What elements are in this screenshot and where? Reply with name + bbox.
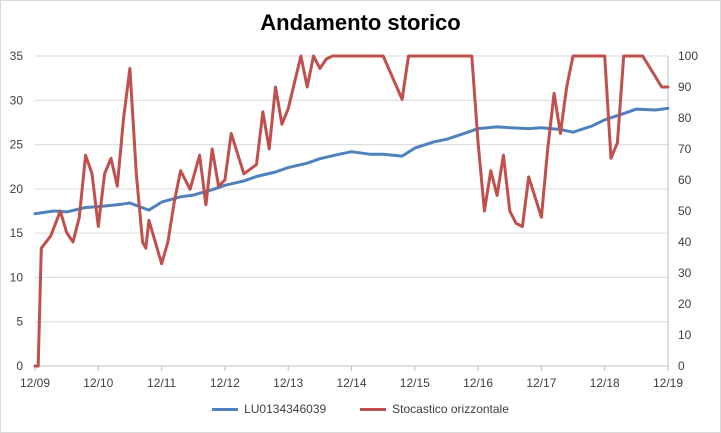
series-lines <box>33 54 670 368</box>
x-tick-label-5: 12/14 <box>336 376 366 390</box>
left-tick-label-2: 10 <box>10 270 24 284</box>
right-tick-label-6: 60 <box>678 173 692 187</box>
right-tick-label-5: 50 <box>678 204 692 218</box>
x-tick-label-0: 12/09 <box>20 376 50 390</box>
legend-item-series-1: LU0134346039 <box>212 402 326 416</box>
x-tick-label-8: 12/17 <box>526 376 556 390</box>
series-line-1 <box>33 106 670 216</box>
x-tick-label-6: 12/15 <box>400 376 430 390</box>
legend-label-series-2: Stocastico orizzontale <box>392 402 509 416</box>
left-tick-label-6: 30 <box>10 93 24 107</box>
right-tick-label-2: 20 <box>678 297 692 311</box>
series-line-2 <box>33 54 670 368</box>
legend-label-series-1: LU0134346039 <box>244 402 327 416</box>
right-tick-label-0: 0 <box>678 359 685 373</box>
x-tick-label-7: 12/16 <box>463 376 493 390</box>
left-tick-label-3: 15 <box>10 226 24 240</box>
left-tick-label-7: 35 <box>10 49 24 63</box>
x-tick-label-2: 12/11 <box>147 376 176 390</box>
x-axis-ticks: 12/09 12/10 12/11 12/12 12/13 12/14 12/15 12/16… <box>20 366 683 390</box>
legend-swatch-series-1 <box>212 407 239 411</box>
gridlines <box>35 55 668 367</box>
right-axis-ticks: 0 10 20 30 40 50 60 70 80 90 100 <box>678 49 698 373</box>
right-tick-label-3: 30 <box>678 266 692 280</box>
left-tick-label-0: 0 <box>16 359 23 373</box>
right-tick-label-9: 90 <box>678 80 692 94</box>
left-tick-label-1: 5 <box>16 315 23 329</box>
x-tick-label-4: 12/13 <box>273 376 303 390</box>
legend-swatch-series-2 <box>360 407 387 411</box>
axes <box>35 56 669 367</box>
right-tick-label-1: 10 <box>678 328 692 342</box>
right-tick-label-7: 70 <box>678 142 692 156</box>
left-tick-label-4: 20 <box>10 182 24 196</box>
x-tick-label-3: 12/12 <box>210 376 240 390</box>
left-tick-label-5: 25 <box>10 138 24 152</box>
right-tick-label-10: 100 <box>678 49 698 63</box>
right-tick-label-8: 80 <box>678 111 692 125</box>
chart-title: Andamento storico <box>260 10 461 35</box>
x-tick-label-10: 12/19 <box>653 376 683 390</box>
right-tick-label-4: 40 <box>678 235 692 249</box>
left-axis-ticks: 0 5 10 15 20 25 30 35 <box>10 49 24 373</box>
legend: LU0134346039 Stocastico orizzontale <box>0 402 721 416</box>
x-tick-label-1: 12/10 <box>83 376 113 390</box>
legend-item-series-2: Stocastico orizzontale <box>360 402 509 416</box>
x-tick-label-9: 12/18 <box>590 376 620 390</box>
